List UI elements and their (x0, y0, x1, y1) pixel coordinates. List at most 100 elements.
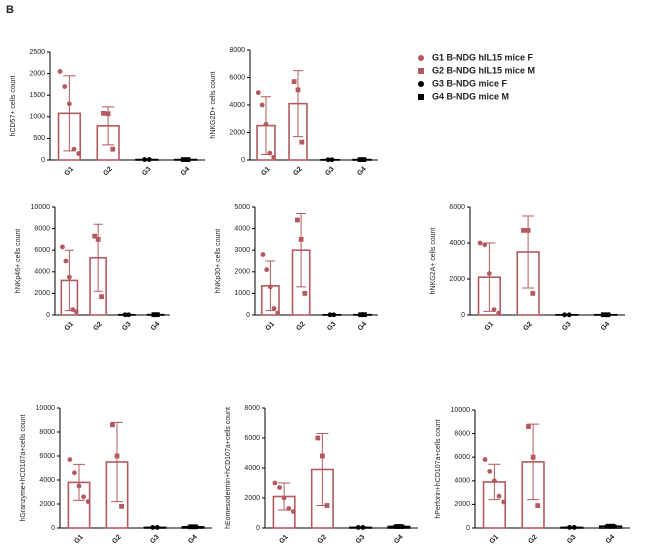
data-point (150, 525, 156, 530)
y-tick-label: 2000 (449, 276, 465, 283)
data-point (281, 495, 287, 501)
data-point (126, 312, 131, 318)
x-tick-label: G1 (64, 166, 76, 178)
data-point (295, 217, 300, 223)
legend-marker (418, 81, 424, 87)
panel-label: B (6, 4, 14, 16)
data-point (122, 312, 128, 318)
data-point (62, 84, 68, 89)
data-point (530, 291, 536, 296)
y-tick-label: 4000 (34, 269, 50, 276)
data-point (73, 309, 79, 315)
data-point (151, 312, 157, 318)
data-point (271, 154, 277, 160)
data-point (605, 312, 611, 318)
y-tick-label: 2000 (29, 70, 45, 77)
data-point (260, 252, 266, 257)
data-point (85, 499, 91, 504)
data-point (95, 237, 101, 242)
data-point (99, 294, 104, 300)
data-point (70, 307, 76, 312)
x-tick-label: G1 (260, 166, 272, 178)
y-tick-label: 10000 (31, 204, 51, 211)
y-tick-label: 6000 (449, 204, 465, 211)
x-tick-label: G1 (489, 534, 501, 546)
data-point (286, 506, 292, 511)
x-tick-label: G1 (64, 321, 76, 333)
data-point (71, 146, 77, 152)
data-point (72, 470, 77, 476)
y-tick-label: 6000 (229, 74, 245, 81)
y-tick-label: 2000 (39, 501, 55, 508)
y-tick-label: 0 (46, 312, 50, 319)
data-point (562, 312, 567, 318)
legend-label: G4 B-NDG mice M (432, 91, 509, 101)
y-tick-label: 500 (33, 135, 45, 142)
data-point (295, 87, 301, 93)
y-tick-label: 0 (466, 525, 470, 532)
data-point (272, 480, 278, 486)
x-tick-label: G2 (295, 321, 307, 333)
y-tick-label: 4000 (234, 225, 250, 232)
x-tick-label: G1 (278, 534, 290, 546)
data-point (331, 312, 337, 318)
y-axis-label: hNKp46+ cells count (15, 229, 22, 293)
x-tick-label: G4 (600, 321, 612, 333)
data-point (355, 525, 361, 530)
data-point (496, 310, 502, 316)
data-point (491, 307, 497, 312)
x-tick-label: G3 (566, 534, 578, 546)
data-point (81, 494, 86, 500)
data-point (360, 525, 366, 530)
y-tick-label: 4000 (454, 478, 470, 485)
y-tick-label: 2000 (454, 501, 470, 508)
data-point (482, 242, 488, 248)
x-tick-label: G2 (111, 534, 123, 546)
data-point (357, 157, 363, 162)
y-tick-label: 0 (461, 312, 465, 319)
x-tick-label: G4 (356, 166, 368, 178)
legend-marker (418, 68, 424, 74)
error-bar (296, 212, 306, 288)
y-tick-label: 1000 (234, 290, 250, 297)
data-point (535, 503, 541, 508)
error-bar (73, 463, 85, 501)
x-tick-label: G3 (141, 166, 153, 178)
x-tick-label: G2 (92, 321, 104, 333)
data-point (92, 233, 98, 239)
data-point (571, 525, 577, 530)
data-point (600, 312, 606, 318)
y-tick-label: 6000 (34, 247, 50, 254)
y-tick-label: 4000 (244, 465, 260, 472)
data-point (491, 478, 497, 484)
x-tick-label: G2 (317, 534, 329, 546)
y-tick-label: 6000 (454, 454, 470, 461)
x-tick-label: G1 (265, 321, 277, 333)
y-tick-label: 6000 (244, 435, 260, 442)
x-tick-label: G3 (326, 321, 338, 333)
data-point (482, 457, 488, 462)
data-point (66, 101, 72, 107)
y-tick-label: 2000 (34, 290, 50, 297)
data-point (185, 157, 191, 162)
x-tick-label: G2 (527, 534, 539, 546)
data-point (394, 524, 399, 529)
y-axis-label: hNKG2D+ cells count (210, 71, 217, 138)
data-point (319, 453, 325, 459)
y-tick-label: 2000 (244, 495, 260, 502)
data-point (267, 284, 273, 290)
x-tick-label: G2 (522, 321, 534, 333)
y-axis-label: hCD57+ cells count (10, 76, 17, 137)
data-point (63, 258, 69, 264)
y-tick-label: 0 (246, 312, 250, 319)
error-bar (93, 223, 103, 292)
y-tick-label: 8000 (244, 405, 260, 412)
x-tick-label: G3 (355, 534, 367, 546)
data-point (146, 157, 152, 162)
x-tick-label: G3 (324, 166, 336, 178)
data-point (327, 312, 333, 318)
data-point (521, 228, 526, 233)
data-point (110, 146, 116, 152)
